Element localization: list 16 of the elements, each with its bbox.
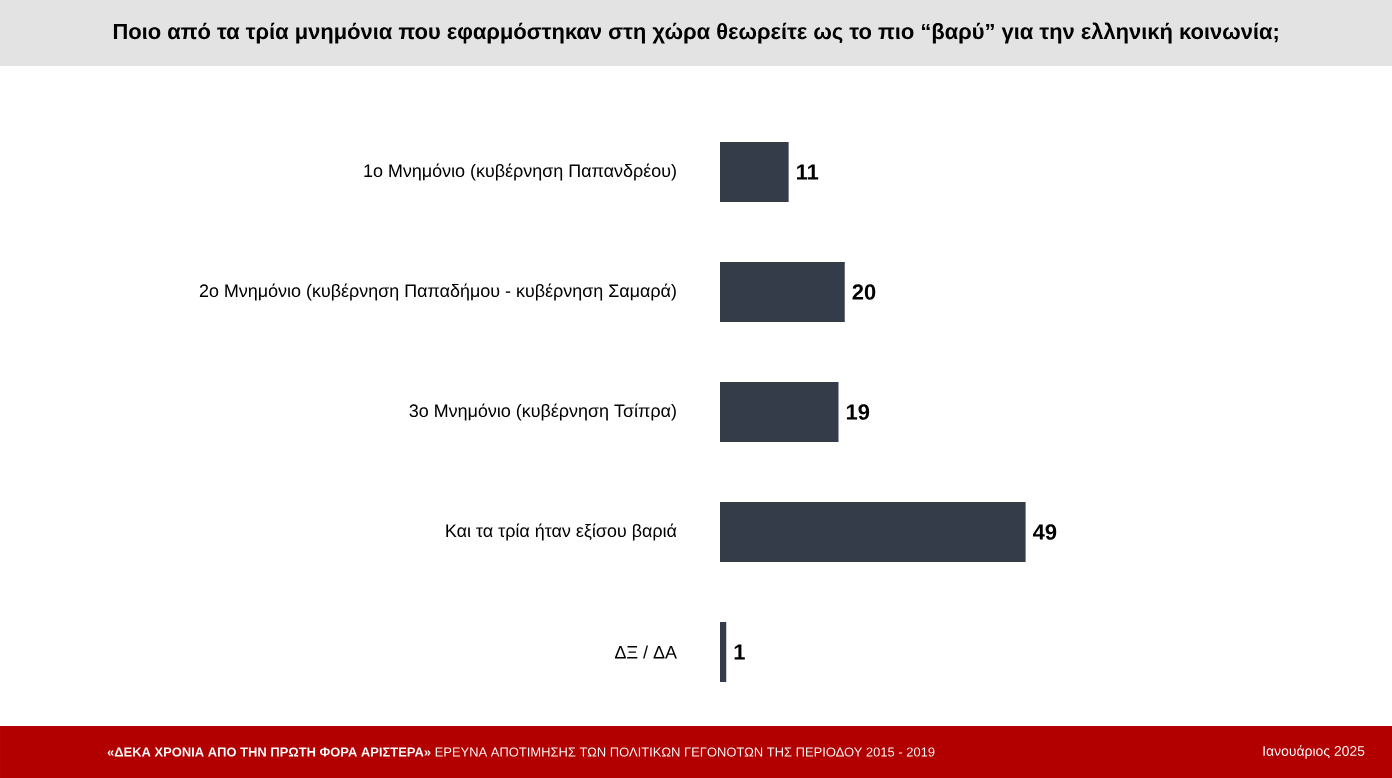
bar bbox=[720, 142, 789, 202]
y-tick-label: 1ο Μνημόνιο (κυβέρνηση Παπανδρέου) bbox=[364, 163, 676, 181]
data-label: 19 bbox=[846, 404, 870, 420]
bar bbox=[720, 622, 727, 683]
data-label: 49 bbox=[1033, 524, 1057, 540]
data-label: 11 bbox=[797, 164, 819, 180]
bar bbox=[720, 382, 839, 442]
data-label: 20 bbox=[852, 284, 876, 300]
y-tick-label: 2ο Μνημόνιο (κυβέρνηση Παπαδήμου - κυβέρνηση Σαμαρά) bbox=[199, 283, 676, 301]
bar bbox=[720, 262, 845, 322]
data-label: 1 bbox=[734, 644, 745, 660]
bar bbox=[720, 502, 1026, 563]
y-tick-label: Και τα τρία ήταν εξίσου βαριά bbox=[446, 523, 677, 541]
chart-title: Ποιο από τα τρία μνημόνια που εφαρμόστηκαν στη χώρα θεωρείτε ως το πιο “βαρύ” για την ελληνική κοινωνία; bbox=[113, 22, 1278, 44]
y-tick-label: 3ο Μνημόνιο (κυβέρνηση Τσίπρα) bbox=[409, 403, 676, 421]
y-tick-label: ΔΞ / ΔΑ bbox=[614, 645, 677, 659]
